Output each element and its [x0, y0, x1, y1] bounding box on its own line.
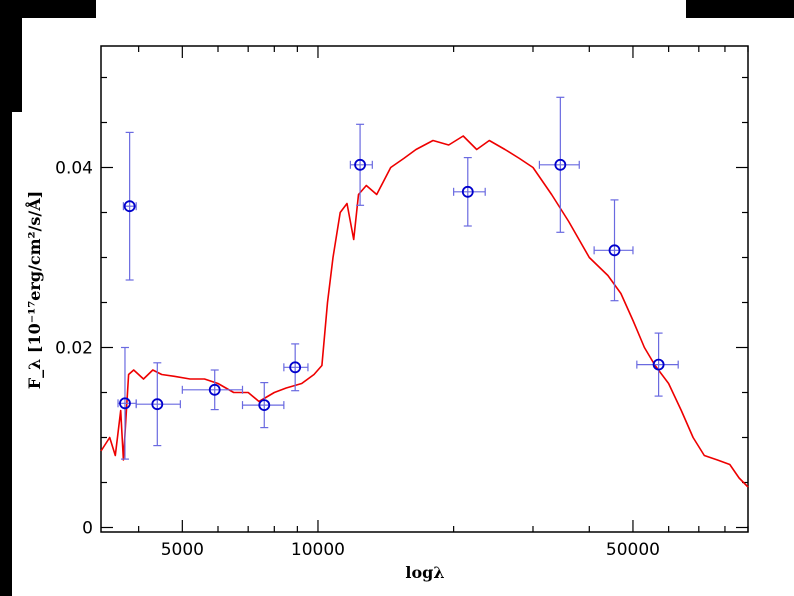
- model-spectrum-line: [100, 135, 749, 488]
- black-bar-left: [0, 0, 22, 112]
- x-tick-label: 50000: [606, 540, 660, 560]
- x-tick-label: 5000: [161, 540, 204, 560]
- plot-area: 0 0.02 0.04 5000 10000 50000: [55, 45, 749, 560]
- data-point: [258, 399, 271, 412]
- data-point: [652, 358, 665, 371]
- data-point: [608, 244, 621, 257]
- x-tick-label: 10000: [291, 540, 345, 560]
- data-point: [554, 158, 567, 171]
- data-point: [461, 185, 474, 198]
- y-axis-label: F_λ [10⁻¹⁷erg/cm²/s/Å]: [23, 191, 44, 389]
- y-tick-label: 0.02: [55, 339, 93, 359]
- y-tick-label: 0.04: [55, 159, 93, 179]
- data-point: [119, 397, 131, 410]
- data-point: [123, 200, 136, 213]
- y-tick-label: 0: [82, 519, 93, 539]
- black-bar-top-left: [0, 0, 96, 18]
- plot-frame: [100, 45, 749, 533]
- black-bar-left-lower: [0, 112, 12, 596]
- data-point: [289, 361, 302, 374]
- data-point: [151, 398, 164, 411]
- data-point: [208, 383, 221, 396]
- data-point: [354, 158, 366, 171]
- black-bar-top-right: [686, 0, 794, 18]
- x-axis-label: logλ: [405, 563, 444, 582]
